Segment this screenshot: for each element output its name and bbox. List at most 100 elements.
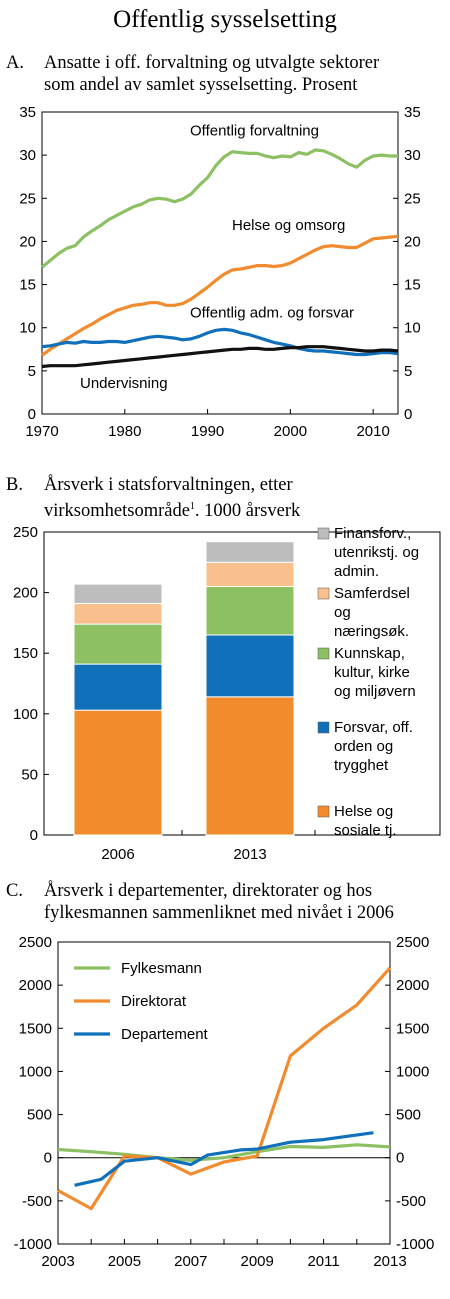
y-tick-label-right: 2500 (396, 934, 429, 951)
legend-label-direktorat: Direktorat (121, 993, 187, 1010)
page-title: Offentlig sysselsetting (113, 6, 337, 33)
y-tick-label: 15 (19, 277, 36, 294)
legend-swatch-kunnskap-kultur-kirke-og-milj-vern (317, 647, 330, 660)
y-tick-label: 100 (13, 706, 38, 723)
panel-b-title: B. Årsverk i statsforvaltningen, etter vi… (6, 474, 446, 522)
bar-kunnskap-kultur-kirke-og-milj-vern-2013 (205, 586, 295, 636)
legend-swatch-samferdsel-og-n-rings-k (317, 587, 330, 600)
panel-c-chart: -1000 -1000 -500 -500 0 0 500 500 1000 1000 1500 15… (14, 934, 435, 1270)
y-tick-label: 0 (28, 406, 36, 423)
y-tick-label-right: 0 (396, 1150, 404, 1167)
series-label-helse-og-omsorg: Helse og omsorg (232, 217, 345, 234)
y-tick-label-right: 35 (404, 104, 421, 121)
x-tick-label: 2013 (233, 846, 266, 863)
y-tick-label: 35 (19, 104, 36, 121)
legend-swatch-finansforv-utenrikstj-og-admin (317, 527, 330, 540)
bar-helse-og-sosiale-tj-2006 (73, 709, 163, 836)
series-label-offentlig-adm-og-forsvar: Offentlig adm. og forsvar (190, 304, 354, 321)
series-label-undervisning: Undervisning (80, 375, 168, 392)
series-line-offentlig-adm-og-forsvar (41, 327, 399, 357)
x-tick-label: 2010 (356, 423, 389, 440)
legend-label-kunnskap-kultur-kirke-og-milj-vern: kultur, kirke (334, 664, 410, 681)
y-tick-label: 0 (30, 827, 38, 844)
panel-b-title-line1: Årsverk i statsforvaltningen, etter (44, 475, 293, 495)
legend-label-samferdsel-og-n-rings-k: Samferdsel (334, 585, 410, 602)
legend-swatch-helse-og-sosiale-tj (317, 805, 330, 818)
y-tick-label: 2500 (19, 934, 52, 951)
legend-label-kunnskap-kultur-kirke-og-milj-vern: Kunnskap, (334, 645, 405, 662)
legend-swatch-forsvar-off-orden-og-trygghet (317, 721, 330, 734)
legend-label-helse-og-sosiale-tj: sosiale tj. (334, 822, 397, 839)
legend-label-kunnskap-kultur-kirke-og-milj-vern: og miljøvern (334, 683, 416, 700)
x-tick-label: 2000 (274, 423, 307, 440)
x-tick-label: 1980 (108, 423, 141, 440)
legend-label-samferdsel-og-n-rings-k: næringsøk. (334, 623, 409, 640)
legend-label-finansforv-utenrikstj-og-admin: utenrikstj. og (334, 544, 419, 561)
y-tick-label: 5 (28, 363, 36, 380)
bar-samferdsel-og-n-rings-k-2006 (73, 603, 163, 625)
bar-finansforv-utenrikstj-og-admin-2006 (73, 583, 163, 605)
x-tick-label: 2011 (307, 1253, 339, 1270)
y-tick-label-right: 15 (404, 277, 421, 294)
x-tick-label: 1970 (25, 423, 58, 440)
panel-c-title-line1: Årsverk i departementer, direktorater og… (44, 881, 373, 901)
y-tick-label-right: 1500 (396, 1020, 429, 1037)
y-tick-label: 150 (13, 645, 38, 662)
plot-frame (57, 941, 391, 1245)
y-tick-label: 1500 (19, 1020, 52, 1037)
y-tick-label-right: -500 (396, 1193, 426, 1210)
panel-c-title: C. Årsverk i departementer, direktorater … (6, 880, 446, 924)
x-tick-label: 2006 (101, 846, 134, 863)
panel-b-title-line2-end: . 1000 årsverk (194, 501, 301, 522)
series-line-fylkesmann (57, 1143, 391, 1162)
panel-b-chart: 0 50 100 150 200 250 2006 2013 Finansforv., utenr… (13, 524, 441, 863)
y-tick-label: 30 (19, 147, 36, 164)
plot-frame (41, 111, 399, 415)
y-tick-label-right: -1000 (396, 1236, 434, 1253)
y-tick-label-right: 5 (404, 363, 412, 380)
bar-helse-og-sosiale-tj-2013 (205, 696, 295, 836)
y-tick-label-right: 20 (404, 233, 421, 250)
y-tick-label-right: 30 (404, 147, 421, 164)
panel-a-letter: A. (6, 53, 24, 73)
bar-samferdsel-og-n-rings-k-2013 (205, 561, 295, 588)
legend-label-helse-og-sosiale-tj: Helse og (334, 803, 393, 820)
panel-b-letter: B. (6, 475, 23, 495)
x-tick-label: 2003 (41, 1253, 74, 1270)
x-tick-label: 2009 (241, 1253, 274, 1270)
y-tick-label-right: 500 (396, 1107, 421, 1124)
series-line-direktorat (57, 966, 392, 1211)
series-line-helse-og-omsorg (41, 234, 399, 357)
y-tick-label: 10 (19, 320, 36, 337)
x-tick-label: 2007 (174, 1253, 207, 1270)
panel-a-title-line1: Ansatte i off. forvaltning og utvalgte s… (44, 53, 380, 73)
y-tick-label: 50 (21, 766, 38, 783)
x-tick-label: 1990 (191, 423, 224, 440)
y-tick-label: 2000 (19, 977, 52, 994)
y-tick-label: 200 (13, 585, 38, 602)
y-tick-label: -500 (22, 1193, 52, 1210)
x-tick-label: 2013 (373, 1253, 406, 1270)
legend-label-forsvar-off-orden-og-trygghet: Forsvar, off. (334, 719, 413, 736)
legend-label-samferdsel-og-n-rings-k: og (334, 604, 351, 621)
y-tick-label-right: 0 (404, 406, 412, 423)
x-tick-label: 2005 (108, 1253, 141, 1270)
legend-label-finansforv-utenrikstj-og-admin: admin. (334, 563, 379, 580)
series-label-offentlig-forvaltning: Offentlig forvaltning (190, 122, 319, 139)
y-tick-label-right: 1000 (396, 1063, 429, 1080)
bar-finansforv-utenrikstj-og-admin-2013 (205, 541, 295, 563)
legend-label-departement: Departement (121, 1026, 209, 1043)
legend-label-forsvar-off-orden-og-trygghet: trygghet (334, 757, 389, 774)
y-tick-label: 1000 (19, 1063, 52, 1080)
series-line-offentlig-forvaltning (40, 148, 398, 269)
series-line-undervisning (41, 345, 399, 369)
y-tick-label: 25 (19, 190, 36, 207)
legend-label-fylkesmann: Fylkesmann (121, 960, 202, 977)
legend-label-finansforv-utenrikstj-og-admin: Finansforv., (334, 525, 411, 542)
panel-c-letter: C. (6, 881, 23, 901)
panel-a-chart: 0 0 5 5 10 10 15 15 20 20 25 25 30 30 35 35 1970 1980 1990… (19, 104, 421, 440)
panel-b-footnote-mark: 1 (189, 501, 195, 512)
y-tick-label: 500 (27, 1107, 52, 1124)
panel-a-title: A. Ansatte i off. forvaltning og utvalgte… (6, 52, 446, 96)
panel-a-title-line2: som andel av samlet sysselsetting. Prose… (44, 75, 358, 95)
